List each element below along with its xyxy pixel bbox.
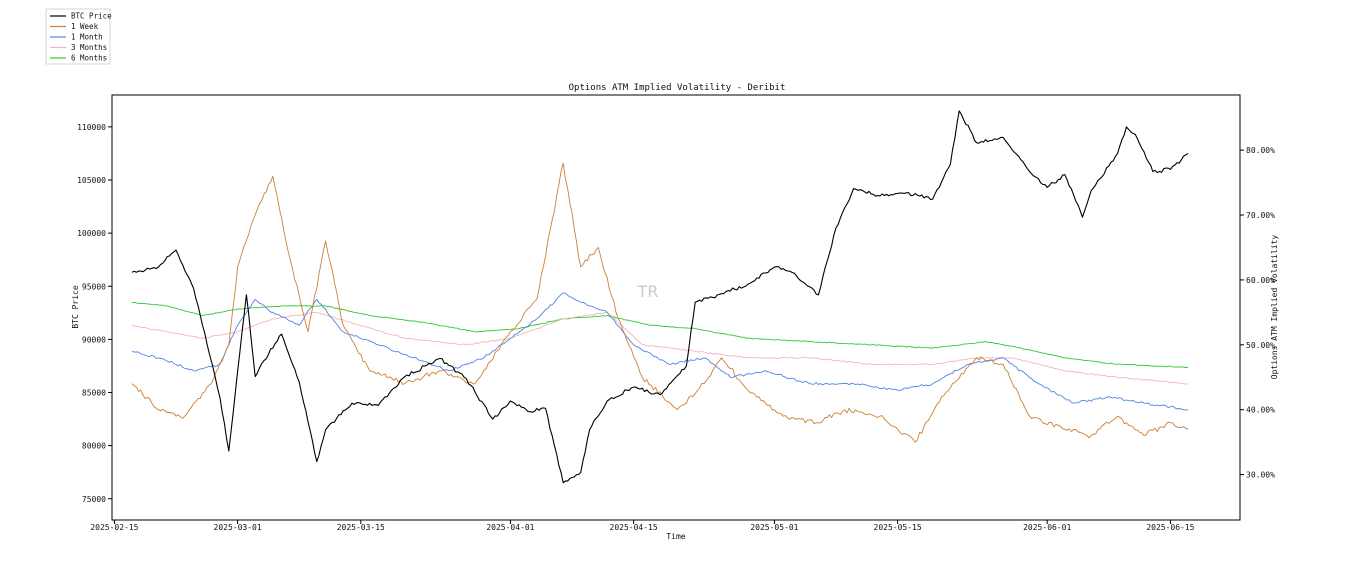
y-right-tick-label: 40.00%	[1246, 406, 1275, 415]
y-axis-right: 30.00% 40.00% 50.00% 60.00% 70.00% 80.00%	[1240, 146, 1275, 480]
y-left-tick-label: 80000	[82, 442, 106, 451]
y-right-tick-label: 50.00%	[1246, 341, 1275, 350]
legend-label: 1 Week	[71, 22, 99, 31]
y-axis-left-title: BTC Price	[71, 285, 80, 329]
y-left-tick-label: 75000	[82, 495, 106, 504]
legend-label: 6 Months	[71, 54, 107, 63]
series-line-btc-price	[131, 110, 1189, 484]
legend-label: 1 Month	[71, 33, 103, 42]
x-axis: 2025-02-15 2025-03-01 2025-03-15 2025-04-01…	[90, 520, 1195, 532]
x-tick-label: 2025-06-15	[1146, 523, 1194, 532]
series-line-1-month	[131, 292, 1189, 411]
x-tick-label: 2025-04-15	[610, 523, 658, 532]
x-tick-label: 2025-04-01	[486, 523, 534, 532]
y-left-tick-label: 85000	[82, 389, 106, 398]
x-axis-title: Time	[666, 532, 685, 541]
y-axis-right-title: Options ATM Implied Volatility	[1270, 235, 1279, 380]
watermark: TR	[637, 282, 659, 301]
series-layer	[131, 110, 1189, 484]
y-left-tick-label: 105000	[77, 176, 106, 185]
chart-title: Options ATM Implied Volatility - Deribit	[569, 83, 786, 93]
y-right-tick-label: 80.00%	[1246, 146, 1275, 155]
y-left-tick-label: 95000	[82, 282, 106, 291]
x-tick-label: 2025-06-01	[1023, 523, 1071, 532]
y-right-tick-label: 30.00%	[1246, 471, 1275, 480]
x-tick-label: 2025-02-15	[90, 523, 138, 532]
y-left-tick-label: 100000	[77, 229, 106, 238]
x-tick-label: 2025-05-01	[750, 523, 798, 532]
x-tick-label: 2025-03-01	[214, 523, 262, 532]
y-right-tick-label: 60.00%	[1246, 276, 1275, 285]
y-left-tick-label: 110000	[77, 123, 106, 132]
legend-label: BTC Price	[71, 12, 112, 21]
y-right-tick-label: 70.00%	[1246, 211, 1275, 220]
plot-frame	[111, 94, 1241, 521]
series-line-3-months	[131, 311, 1189, 385]
y-axis-left: 75000 80000 85000 90000 95000 100000 105000 110…	[77, 123, 112, 504]
series-line-1-week	[131, 162, 1189, 443]
legend-label: 3 Months	[71, 43, 107, 52]
x-tick-label: 2025-03-15	[337, 523, 385, 532]
x-tick-label: 2025-05-15	[874, 523, 922, 532]
y-left-tick-label: 90000	[82, 335, 106, 344]
series-line-6-months	[131, 302, 1188, 368]
